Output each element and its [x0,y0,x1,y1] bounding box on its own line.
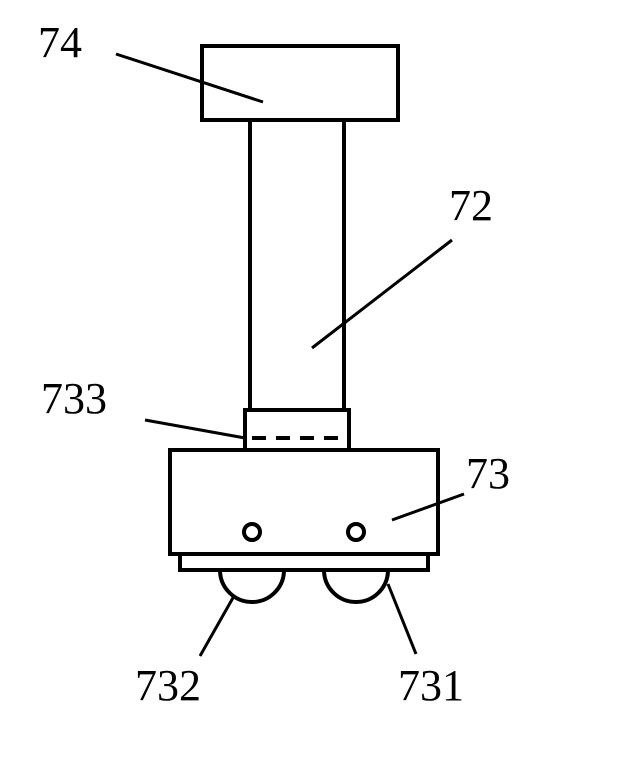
collar [245,410,349,450]
label-731-leader [388,584,416,654]
wheel-left [220,570,284,602]
label-733-leader [145,420,245,438]
label-732-leader [200,596,234,656]
head-block [202,46,398,120]
label-73-label: 73 [466,449,510,498]
label-731-label: 731 [398,661,464,710]
column [250,120,344,410]
bottom-bar [180,554,428,570]
label-732-label: 732 [135,661,201,710]
base-block [170,450,438,554]
label-72-label: 72 [449,181,493,230]
label-74-label: 74 [38,18,82,67]
wheel-right [324,570,388,602]
label-733-label: 733 [41,374,107,423]
